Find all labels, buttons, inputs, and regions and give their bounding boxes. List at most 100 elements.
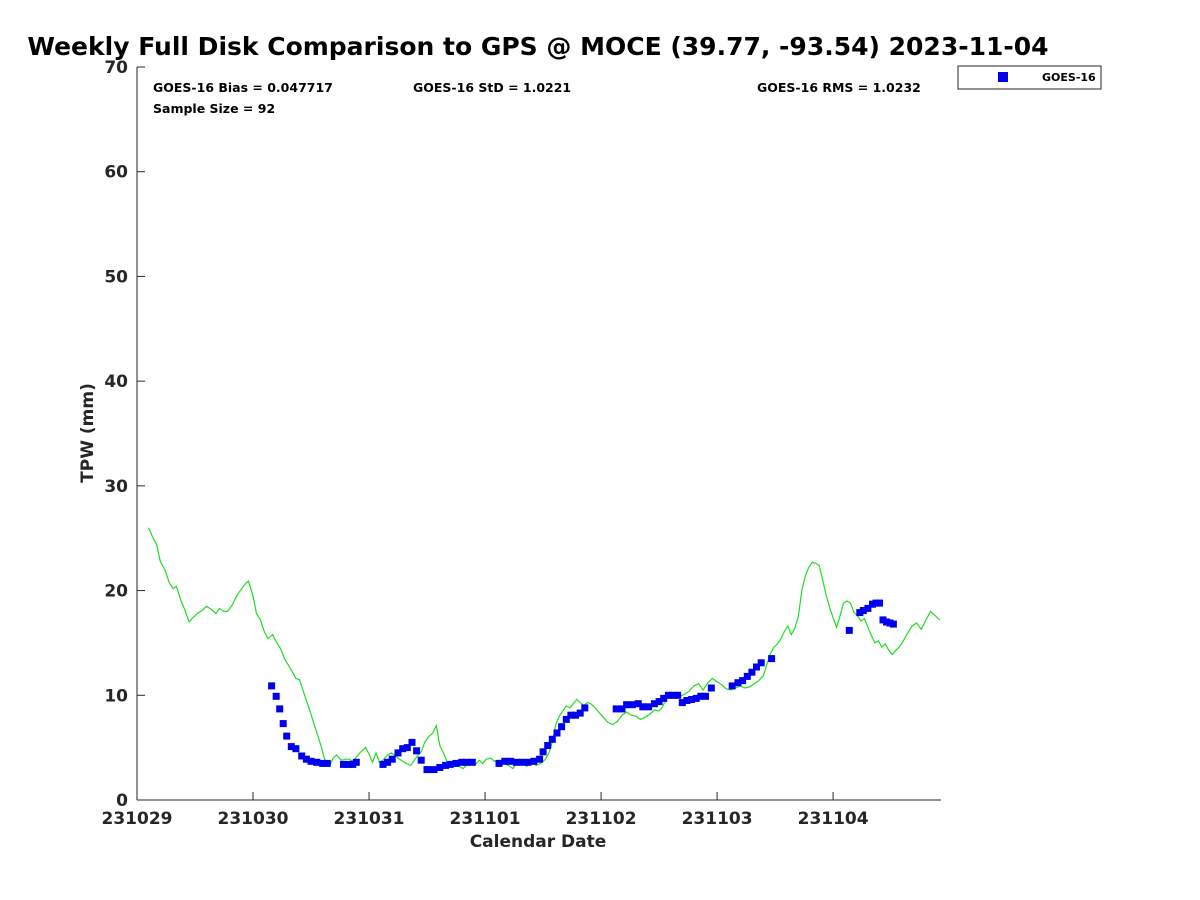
goes-16-point <box>298 752 306 760</box>
goes-16-point <box>612 705 620 713</box>
goes-16-point <box>864 604 872 612</box>
legend-label-goes-16: GOES-16 <box>1042 71 1096 84</box>
goes-16-point <box>446 760 454 768</box>
goes-16-point <box>283 732 291 740</box>
plot-area: 231029 231030 231031 231101 231102 231103 2311… <box>102 58 941 829</box>
goes-16-point <box>581 704 589 712</box>
goes-16-point <box>678 699 686 707</box>
goes-16-point <box>628 701 636 709</box>
goes-16-point <box>739 677 747 685</box>
goes-16-point <box>567 711 575 719</box>
goes-16-point <box>539 748 547 756</box>
goes-16-point <box>743 672 751 680</box>
goes-16-point <box>639 703 647 711</box>
goes-16-point <box>674 691 682 699</box>
goes-16-point <box>388 755 396 763</box>
x-tick-label: 231030 <box>218 809 289 829</box>
gps-series <box>148 527 941 770</box>
goes-16-point <box>268 682 276 690</box>
goes-16-point <box>463 758 470 766</box>
stat-std: GOES-16 StD = 1.0221 <box>413 80 571 95</box>
goes-16-point <box>757 659 765 667</box>
goes-16-point <box>430 766 438 774</box>
goes-16-point <box>307 757 315 765</box>
y-tick-label: 10 <box>104 686 128 706</box>
goes-16-point <box>417 756 425 764</box>
goes-16-point <box>344 760 352 768</box>
goes-16-point <box>292 745 300 753</box>
goes-16-point <box>876 599 883 607</box>
goes-16-point <box>548 735 556 743</box>
goes-16-point <box>618 705 626 713</box>
x-tick-label: 231031 <box>334 809 405 829</box>
goes-16-point <box>452 759 460 767</box>
goes-16-point <box>544 742 552 749</box>
stat-rms: GOES-16 RMS = 1.0232 <box>757 80 921 95</box>
goes-16-point <box>562 715 570 723</box>
goes-16-point <box>683 697 691 704</box>
goes-16-point <box>403 744 411 752</box>
goes-16-point <box>669 691 677 699</box>
goes-16-point <box>352 758 360 766</box>
chart-title: Weekly Full Disk Comparison to GPS @ MOC… <box>27 32 1048 61</box>
goes-16-point <box>845 626 853 634</box>
goes-16-point <box>650 700 658 708</box>
goes-16-point <box>645 703 653 711</box>
x-tick-label: 231101 <box>450 809 521 829</box>
y-tick-label: 60 <box>104 163 128 183</box>
goes-16-point <box>623 701 631 709</box>
goes-16-point <box>660 694 668 702</box>
goes-16-point <box>697 692 705 700</box>
stat-bias: GOES-16 Bias = 0.047717 <box>153 80 333 95</box>
goes-16-point <box>436 764 444 771</box>
y-tick-label: 70 <box>104 58 128 78</box>
goes-16-point <box>728 682 736 690</box>
goes-16-point <box>688 696 696 703</box>
y-tick-label: 20 <box>104 582 128 602</box>
goes-16-point <box>576 709 584 717</box>
y-axis-label: TPW (mm) <box>78 383 98 483</box>
goes-16-point <box>379 760 387 768</box>
goes-16-point <box>384 758 392 766</box>
goes-16-point <box>279 720 287 728</box>
goes-16-series <box>268 599 897 774</box>
y-tick-label: 30 <box>104 477 128 497</box>
y-tick-label: 0 <box>116 791 128 811</box>
x-tick-label: 231102 <box>566 809 637 829</box>
goes-16-point <box>558 723 566 731</box>
goes-16-point <box>702 692 709 700</box>
x-tick-label: 231029 <box>102 809 173 829</box>
goes-16-point <box>507 757 515 765</box>
goes-16-point <box>501 757 509 765</box>
goes-16-point <box>319 759 327 767</box>
goes-16-point <box>634 700 642 708</box>
goes-16-point <box>655 698 663 706</box>
goes-16-point <box>323 759 331 767</box>
goes-16-point <box>394 749 402 757</box>
legend: GOES-16 <box>957 65 1102 90</box>
goes-16-point <box>512 758 520 766</box>
x-tick-label: 231104 <box>798 809 869 829</box>
goes-16-point <box>399 745 407 753</box>
goes-16-point <box>272 692 280 700</box>
gps-line <box>148 527 941 770</box>
goes-16-point <box>408 738 416 746</box>
goes-16-point <box>276 705 284 713</box>
stat-sample-size: Sample Size = 92 <box>153 101 275 116</box>
axes <box>136 67 941 801</box>
goes-16-point <box>423 766 431 774</box>
x-tick-label: 231103 <box>682 809 753 829</box>
x-axis-ticks: 231029 231030 231031 231101 231102 231103 2311… <box>102 792 869 829</box>
plot-background <box>137 67 941 800</box>
goes-16-point <box>287 743 295 751</box>
y-tick-label: 40 <box>104 372 128 392</box>
goes-16-point <box>340 760 347 768</box>
goes-16-point <box>572 711 579 719</box>
goes-16-point <box>734 679 742 687</box>
goes-16-point <box>302 755 310 763</box>
goes-16-point <box>524 758 532 766</box>
goes-16-point <box>442 761 450 769</box>
x-axis-label: Calendar Date <box>470 832 607 852</box>
goes-16-point <box>664 691 672 699</box>
